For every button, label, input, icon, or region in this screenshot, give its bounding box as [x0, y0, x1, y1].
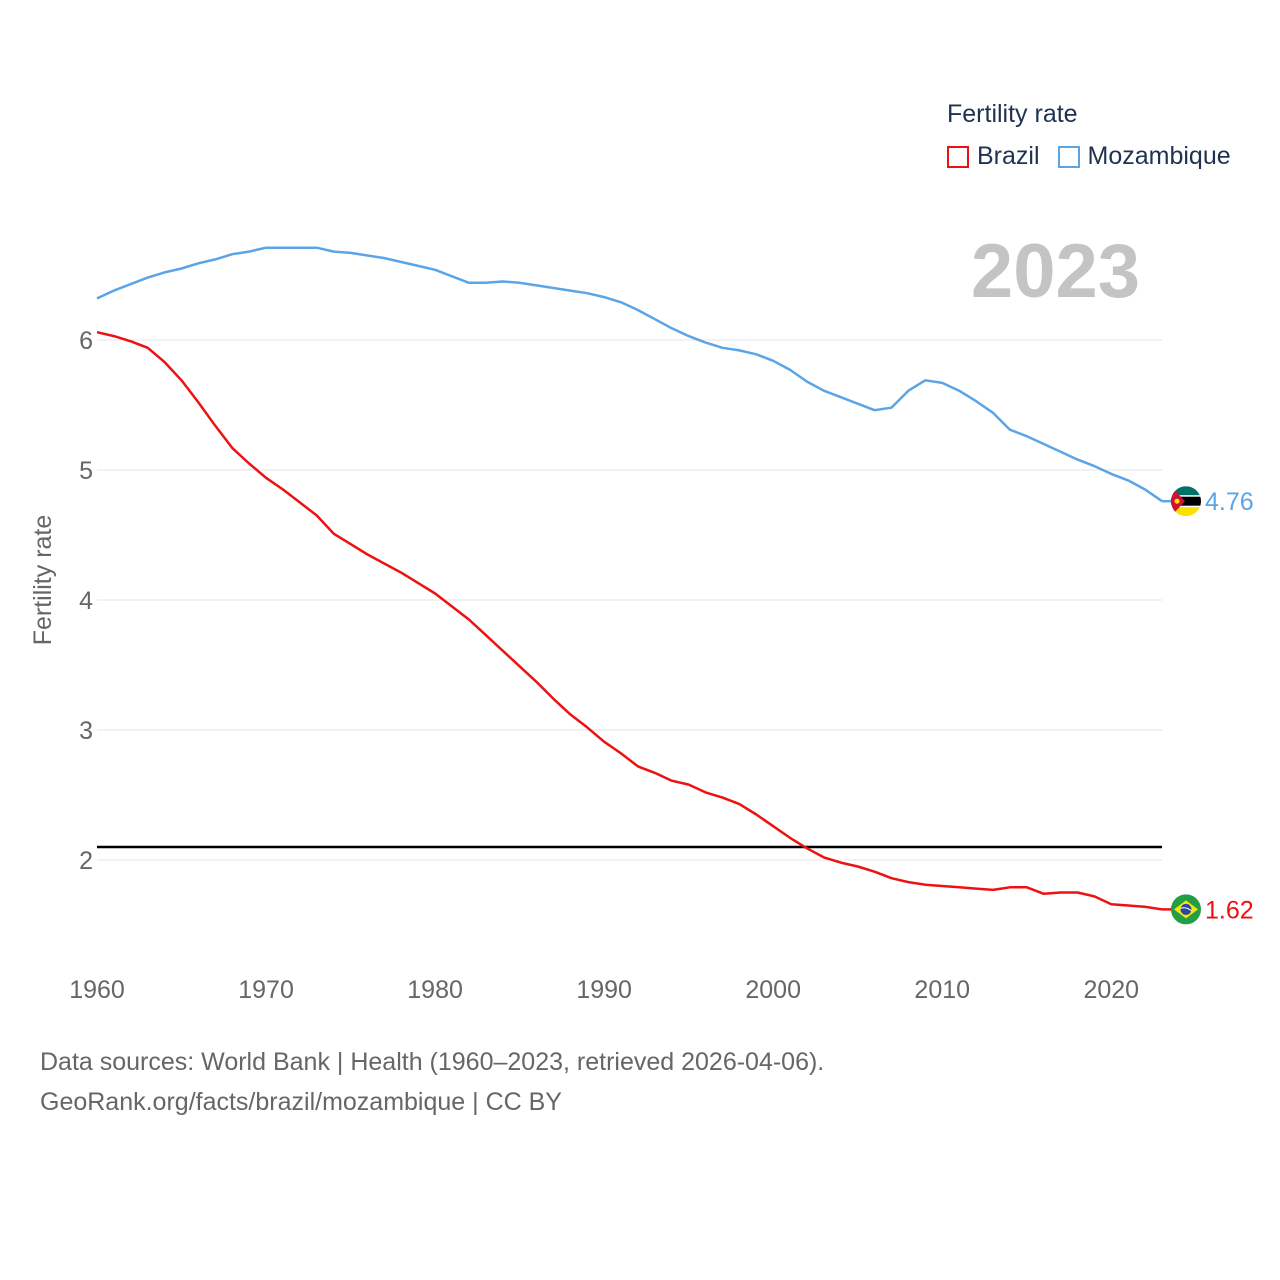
y-tick-label: 5: [79, 457, 93, 485]
grid-lines: [97, 339, 1162, 861]
legend-title: Fertility rate: [947, 100, 1078, 128]
end-value-label-mozambique: 4.76: [1205, 488, 1254, 516]
year-label: 2023: [970, 229, 1140, 314]
x-tick-label: 1970: [238, 976, 294, 1004]
end-value-label-brazil: 1.62: [1205, 896, 1254, 924]
series-line-mozambique[interactable]: [96, 246, 1163, 503]
legend-swatch-brazil: [947, 145, 969, 168]
flag-brazil-icon: [1171, 894, 1201, 925]
series-line-brazil[interactable]: [96, 330, 1163, 911]
y-tick-label: 6: [79, 327, 93, 355]
x-tick-label: 2020: [1083, 976, 1139, 1004]
x-tick-label: 1960: [69, 976, 125, 1004]
legend-swatch-mozambique: [1057, 145, 1080, 168]
y-tick-label: 4: [79, 587, 93, 615]
legend: Brazil Mozambique: [947, 142, 1249, 171]
end-markers: 1.62 4.76: [1162, 486, 1254, 925]
source-note: Data sources: World Bank | Health (1960–…: [40, 1042, 824, 1122]
source-line-1: Data sources: World Bank | Health (1960–…: [40, 1048, 825, 1076]
x-tick-label: 2000: [745, 976, 801, 1004]
x-tick-labels: 1960 1970 1980 1990 2000 2010 2020: [69, 976, 1139, 1004]
legend-label-brazil: Brazil: [977, 142, 1040, 170]
x-tick-label: 1990: [576, 976, 632, 1004]
y-tick-label: 3: [79, 717, 93, 745]
series-lines: [96, 246, 1163, 911]
y-tick-label: 2: [79, 847, 93, 875]
legend-label-mozambique: Mozambique: [1087, 142, 1231, 170]
x-tick-label: 1980: [407, 976, 463, 1004]
source-line-2[interactable]: GeoRank.org/facts/brazil/mozambique | CC…: [40, 1088, 562, 1116]
flag-mozambique-icon: [1171, 486, 1201, 517]
x-tick-label: 2010: [914, 976, 970, 1004]
y-axis-label: Fertility rate: [29, 515, 57, 646]
y-tick-labels: 2 3 4 5 6: [79, 327, 93, 875]
legend-item-mozambique[interactable]: Mozambique: [1057, 142, 1231, 171]
legend-item-brazil[interactable]: Brazil: [947, 142, 1040, 171]
